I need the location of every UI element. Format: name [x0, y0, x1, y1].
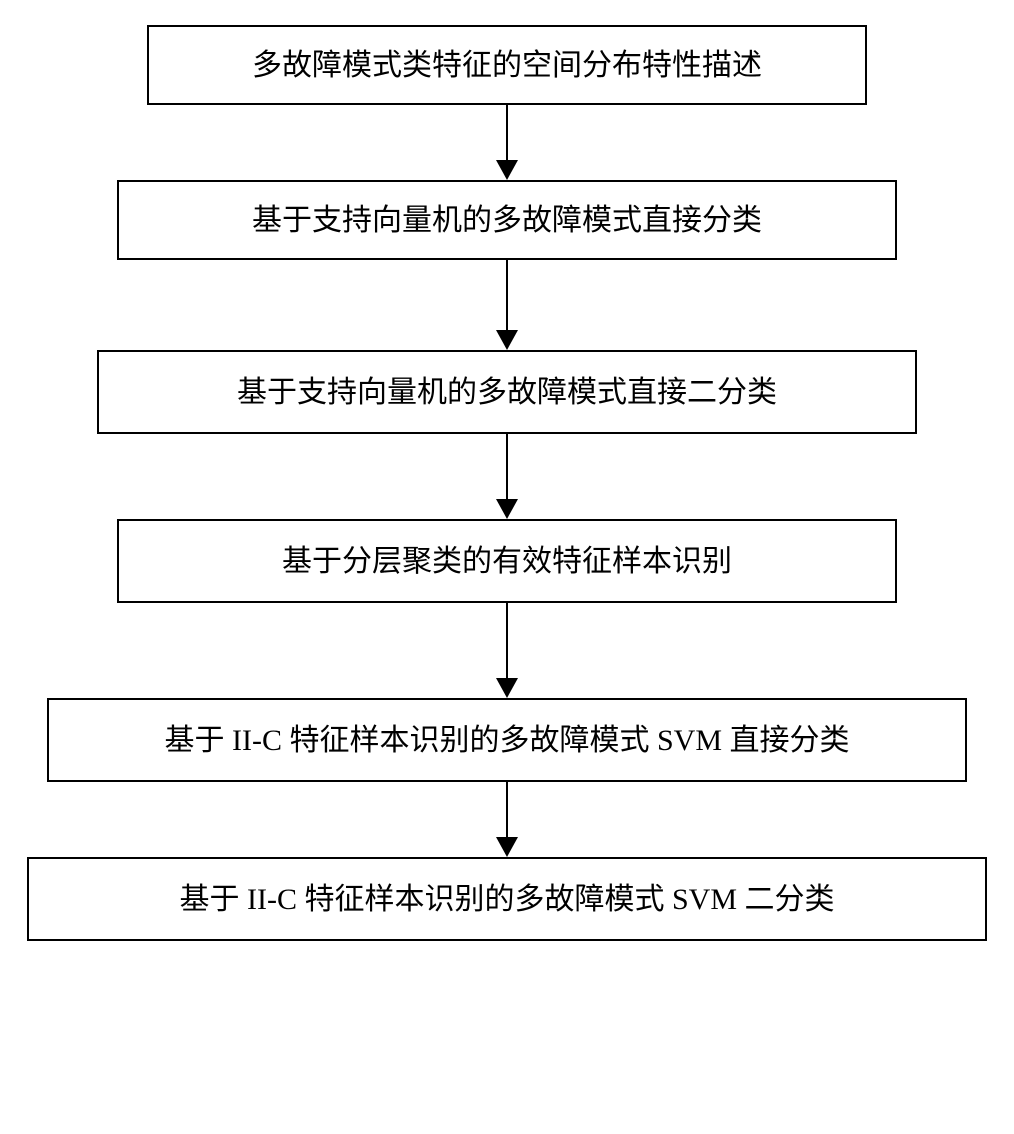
- node-label: 基于支持向量机的多故障模式直接二分类: [237, 373, 777, 412]
- node-label: 多故障模式类特征的空间分布特性描述: [252, 46, 762, 85]
- node-label: 基于 II-C 特征样本识别的多故障模式 SVM 二分类: [179, 880, 834, 919]
- flowchart-node-3: 基于支持向量机的多故障模式直接二分类: [97, 350, 917, 434]
- arrow-head-icon: [496, 499, 518, 519]
- arrow-head-icon: [496, 330, 518, 350]
- arrow-head-icon: [496, 160, 518, 180]
- arrow-line: [506, 782, 508, 837]
- node-label: 基于分层聚类的有效特征样本识别: [282, 542, 732, 581]
- flowchart-node-1: 多故障模式类特征的空间分布特性描述: [147, 25, 867, 105]
- flow-arrow-1: [496, 105, 518, 180]
- flowchart-node-6: 基于 II-C 特征样本识别的多故障模式 SVM 二分类: [27, 857, 987, 941]
- flowchart-node-2: 基于支持向量机的多故障模式直接分类: [117, 180, 897, 260]
- flow-arrow-3: [496, 434, 518, 519]
- flow-arrow-5: [496, 782, 518, 857]
- arrow-line: [506, 434, 508, 499]
- arrow-line: [506, 105, 508, 160]
- arrow-head-icon: [496, 837, 518, 857]
- node-label: 基于 II-C 特征样本识别的多故障模式 SVM 直接分类: [164, 721, 849, 760]
- arrow-line: [506, 260, 508, 330]
- node-label: 基于支持向量机的多故障模式直接分类: [252, 201, 762, 240]
- flow-arrow-4: [496, 603, 518, 698]
- flow-arrow-2: [496, 260, 518, 350]
- arrow-head-icon: [496, 678, 518, 698]
- arrow-line: [506, 603, 508, 678]
- flowchart-node-4: 基于分层聚类的有效特征样本识别: [117, 519, 897, 603]
- flowchart-node-5: 基于 II-C 特征样本识别的多故障模式 SVM 直接分类: [47, 698, 967, 782]
